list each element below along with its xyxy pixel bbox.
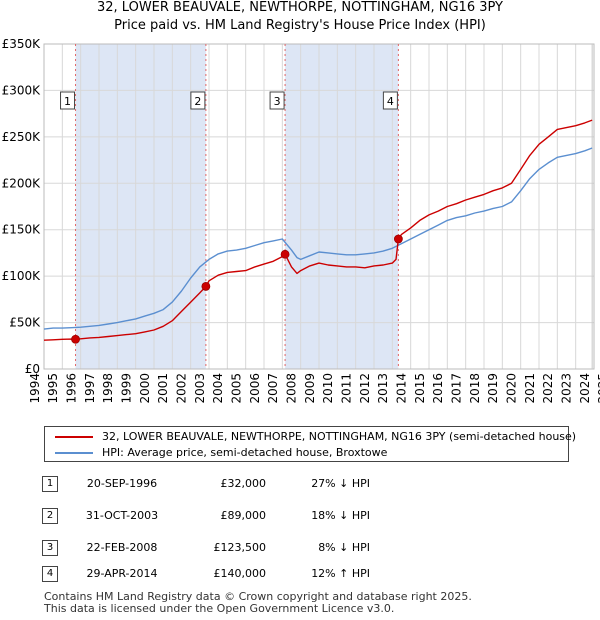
sale-number-box <box>382 91 398 110</box>
y-tick-label: £0 <box>25 362 40 376</box>
x-tick-label: 2017 <box>450 373 464 404</box>
row-hpi: 27% ↓ HPI <box>311 477 370 490</box>
x-tick-label: 1994 <box>28 373 42 404</box>
x-tick-label: 2001 <box>156 373 170 404</box>
x-tick-label: 2012 <box>358 373 372 404</box>
legend-swatch-red <box>55 436 93 438</box>
x-tick-label: 1999 <box>120 373 134 404</box>
x-tick-label: 2020 <box>505 373 519 404</box>
sale-number-box <box>269 91 285 110</box>
sale-number-label: 3 <box>274 95 281 108</box>
y-tick-label: £100K <box>2 269 42 283</box>
x-tick-label: 2010 <box>321 373 335 404</box>
hpi-line <box>43 147 593 330</box>
chart-subtitle: Price paid vs. HM Land Registry's House … <box>114 18 486 33</box>
shaded-period <box>285 44 399 369</box>
x-tick-label: 2006 <box>248 373 262 404</box>
row-date: 22-FEB-2008 <box>86 541 158 554</box>
legend-swatch-blue <box>55 452 93 454</box>
y-tick-label: £250K <box>2 130 42 144</box>
property-price-line <box>43 119 593 341</box>
x-tick-label: 2023 <box>560 373 574 404</box>
x-tick-label: 2004 <box>211 373 225 404</box>
x-tick-label: 2024 <box>578 373 592 404</box>
sale-point <box>71 334 80 344</box>
y-tick-label: £350K <box>2 37 42 51</box>
y-tick-label: £50K <box>9 316 41 330</box>
x-tick-label: 2015 <box>413 373 427 404</box>
sale-point <box>393 234 403 244</box>
row-date: 20-SEP-1996 <box>86 477 158 490</box>
footer-copyright: Contains HM Land Registry data © Crown c… <box>44 590 472 603</box>
price-chart: £0 £50K £100K £150K £200K £250K £300K £350K 1994… <box>2 37 600 404</box>
table-row: 2 31-OCT-2003 £89,000 18% ↓ HPI <box>0 506 600 526</box>
x-tick-label: 2014 <box>395 373 409 404</box>
sale-number-label: 1 <box>64 95 71 108</box>
sale-point <box>201 281 211 291</box>
row-number-badge: 1 <box>42 476 58 492</box>
footer-licence: This data is licensed under the Open Gov… <box>44 602 395 615</box>
row-price: £140,000 <box>213 567 267 580</box>
plot-border <box>43 43 595 370</box>
table-row: 1 20-SEP-1996 £32,000 27% ↓ HPI <box>0 474 600 494</box>
x-tick-label: 1995 <box>46 373 60 404</box>
x-tick-label: 2016 <box>431 373 445 404</box>
legend-label-property: 32, LOWER BEAUVALE, NEWTHORPE, NOTTINGHA… <box>102 430 577 443</box>
legend-label-hpi: HPI: Average price, semi-detached house,… <box>102 446 388 459</box>
x-tick-label: 2007 <box>266 373 280 404</box>
row-date: 31-OCT-2003 <box>85 509 159 522</box>
chart-title-address: 32, LOWER BEAUVALE, NEWTHORPE, NOTTINGHA… <box>97 0 503 15</box>
row-hpi: 8% ↓ HPI <box>318 541 370 554</box>
y-tick-label: £200K <box>2 176 42 190</box>
x-tick-label: 1998 <box>101 373 115 404</box>
x-tick-label: 2008 <box>285 373 299 404</box>
x-tick-label: 1996 <box>65 373 79 404</box>
y-tick-label: £300K <box>2 83 42 97</box>
x-tick-label: 2013 <box>376 373 390 404</box>
sale-number-label: 2 <box>194 95 201 108</box>
x-tick-label: 2021 <box>523 373 537 404</box>
x-tick-label: 2002 <box>175 373 189 404</box>
x-tick-label: 2022 <box>541 373 555 404</box>
x-tick-label: 2019 <box>486 373 500 404</box>
legend: 32, LOWER BEAUVALE, NEWTHORPE, NOTTINGHA… <box>44 426 576 462</box>
row-number-badge: 3 <box>42 540 58 556</box>
sale-number-label: 4 <box>387 95 394 108</box>
x-tick-label: 2011 <box>340 373 354 404</box>
sale-number-box <box>190 91 206 110</box>
x-tick-label: 2005 <box>230 373 244 404</box>
table-row: 4 29-APR-2014 £140,000 12% ↑ HPI <box>0 564 600 584</box>
x-tick-label: 2009 <box>303 373 317 404</box>
x-tick-label: 2018 <box>468 373 482 404</box>
x-tick-label: 2000 <box>138 373 152 404</box>
shaded-period <box>75 44 206 369</box>
row-hpi: 18% ↓ HPI <box>311 509 370 522</box>
row-price: £123,500 <box>213 541 267 554</box>
x-tick-label: 2025 <box>596 373 600 404</box>
sale-number-box <box>60 91 76 110</box>
row-number-badge: 4 <box>42 566 58 582</box>
row-price: £89,000 <box>220 509 267 522</box>
sale-point <box>280 249 290 259</box>
x-tick-label: 1997 <box>83 373 97 404</box>
table-row: 3 22-FEB-2008 £123,500 8% ↓ HPI <box>0 538 600 558</box>
row-number-badge: 2 <box>42 508 58 524</box>
row-date: 29-APR-2014 <box>86 567 158 580</box>
x-tick-label: 2003 <box>193 373 207 404</box>
y-tick-label: £150K <box>2 223 42 237</box>
row-price: £32,000 <box>220 477 267 490</box>
row-hpi: 12% ↑ HPI <box>311 567 370 580</box>
